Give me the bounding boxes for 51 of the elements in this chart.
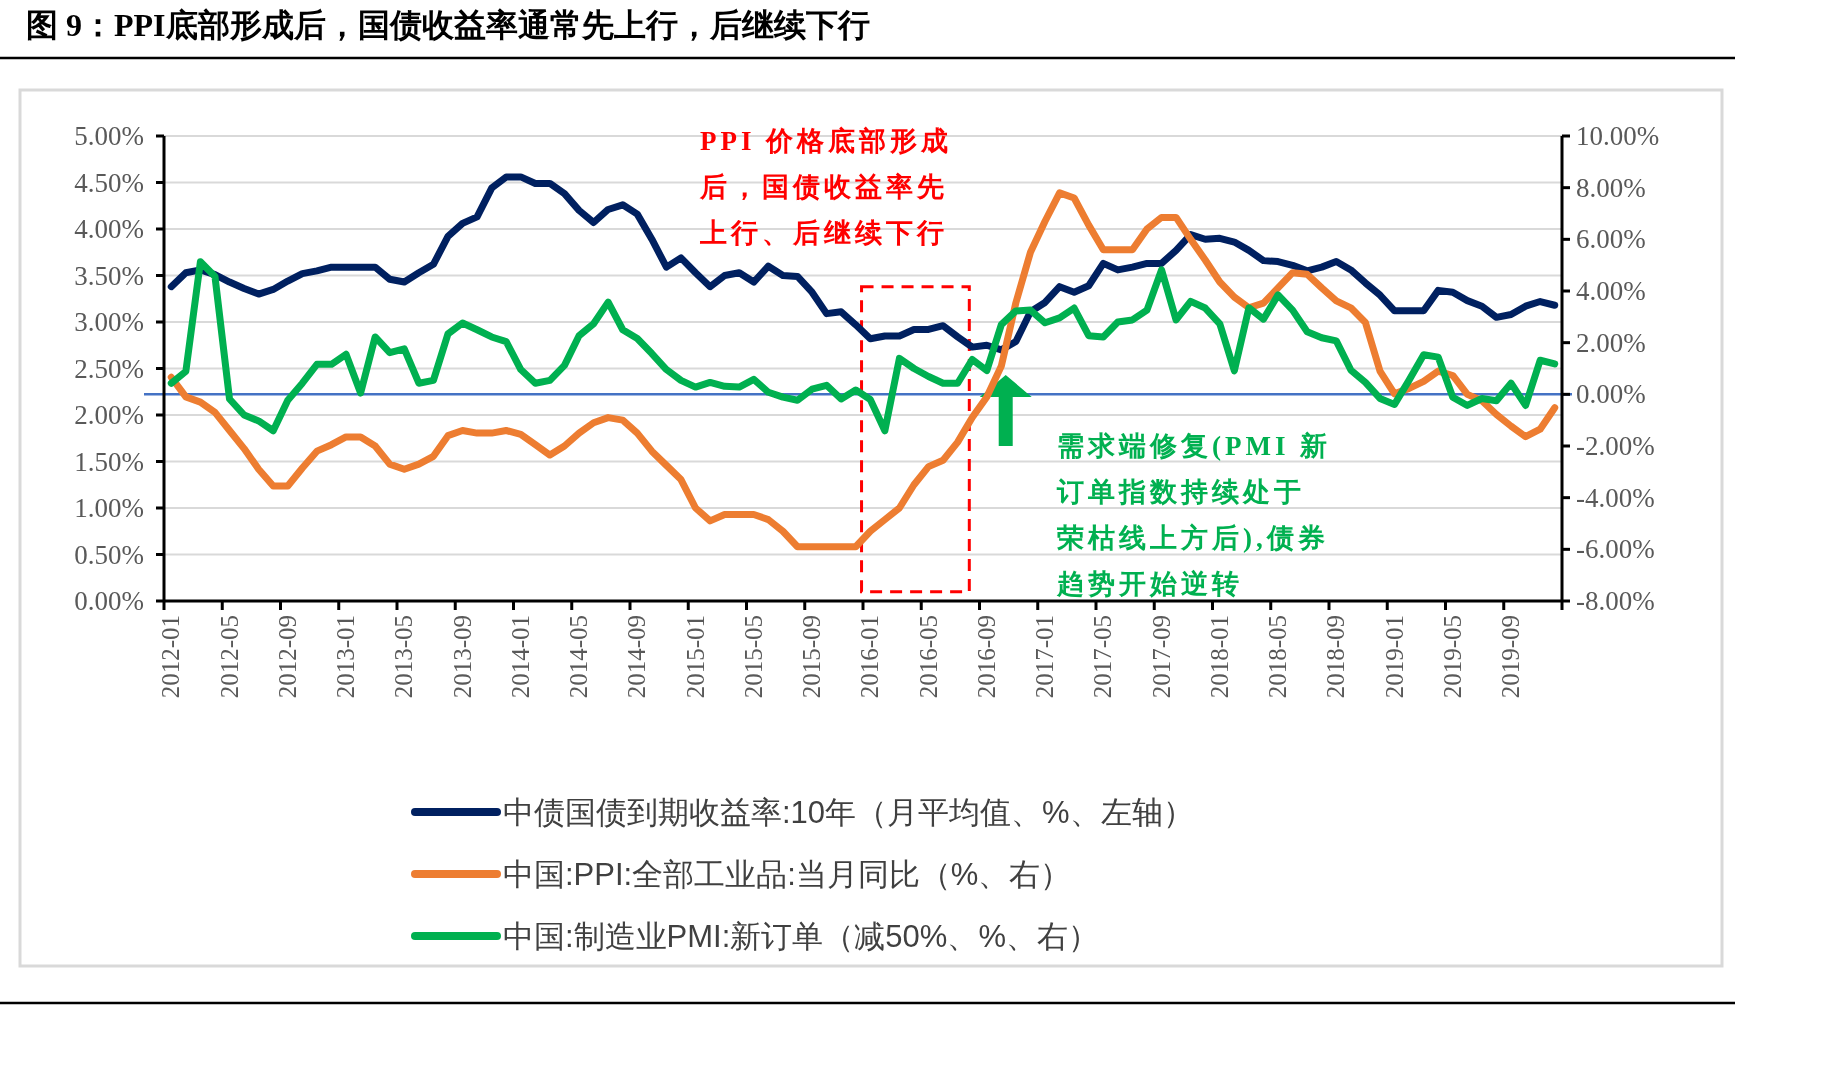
y-tick-label: 2.00%: [74, 400, 144, 430]
legend-label: 中债国债到期收益率:10年（月平均值、%、左轴）: [503, 795, 1194, 830]
x-tick-label: 2013-09: [448, 615, 476, 699]
y2-tick-label: 6.00%: [1576, 224, 1646, 255]
y2-tick-label: -2.00%: [1576, 431, 1655, 461]
y2-tick-label: 4.00%: [1576, 276, 1646, 306]
x-tick-label: 2018-09: [1322, 615, 1350, 699]
y-tick-label: 4.00%: [74, 214, 144, 244]
annotation: PPI 价格底部形成后，国债收益率先上行、后继续下行: [699, 126, 953, 248]
y-tick-label: 2.50%: [74, 353, 144, 384]
y-tick-label: 5.00%: [74, 121, 144, 151]
x-tick-label: 2013-01: [332, 615, 360, 699]
y-tick-label: 3.00%: [74, 307, 144, 337]
y2-tick-label: 8.00%: [1576, 172, 1646, 203]
x-tick-label: 2015-05: [739, 615, 767, 699]
y-tick-label: 0.00%: [74, 586, 144, 616]
x-tick-label: 2015-09: [798, 615, 826, 699]
x-tick-label: 2019-01: [1380, 615, 1408, 699]
x-tick-label: 2012-05: [215, 615, 243, 699]
y-tick-label: 0.50%: [74, 539, 144, 570]
x-tick-label: 2019-05: [1438, 615, 1466, 699]
y-tick-label: 1.00%: [74, 493, 144, 523]
annotation: 需求端修复(PMI 新订单指数持续处于荣枯线上方后),债券趋势开始逆转: [1056, 431, 1332, 599]
legend-label: 中国:PPI:全部工业品:当月同比（%、右）: [503, 857, 1072, 892]
y-tick-label: 3.50%: [74, 260, 144, 291]
y2-tick-label: 2.00%: [1576, 327, 1646, 358]
y2-tick-label: 0.00%: [1576, 379, 1646, 410]
x-tick-label: 2017-05: [1089, 615, 1117, 699]
y-tick-label: 4.50%: [74, 167, 144, 198]
y2-tick-label: -8.00%: [1576, 586, 1655, 616]
x-tick-label: 2012-09: [273, 615, 301, 699]
y-tick-label: 1.50%: [74, 446, 144, 477]
x-tick-label: 2014-01: [506, 615, 534, 699]
x-tick-label: 2015-01: [681, 615, 709, 699]
x-tick-label: 2014-09: [623, 615, 651, 699]
x-tick-label: 2016-05: [914, 615, 942, 699]
x-tick-label: 2018-01: [1205, 615, 1233, 699]
chart-title: 图 9：PPI底部形成后，国债收益率通常先上行，后继续下行: [26, 7, 870, 43]
x-tick-label: 2014-05: [565, 615, 593, 699]
y2-tick-label: -6.00%: [1576, 534, 1655, 565]
y2-tick-label: 10.00%: [1576, 121, 1660, 151]
x-tick-label: 2017-09: [1147, 615, 1175, 699]
x-tick-label: 2016-01: [856, 615, 884, 699]
x-tick-label: 2016-09: [972, 615, 1000, 699]
x-tick-label: 2019-09: [1497, 615, 1525, 699]
x-tick-label: 2018-05: [1264, 615, 1292, 699]
legend-label: 中国:制造业PMI:新订单（减50%、%、右）: [503, 919, 1099, 954]
y2-tick-label: -4.00%: [1576, 482, 1655, 513]
x-tick-label: 2013-05: [390, 615, 418, 699]
x-tick-label: 2017-01: [1031, 615, 1059, 699]
x-tick-label: 2012-01: [157, 615, 185, 699]
